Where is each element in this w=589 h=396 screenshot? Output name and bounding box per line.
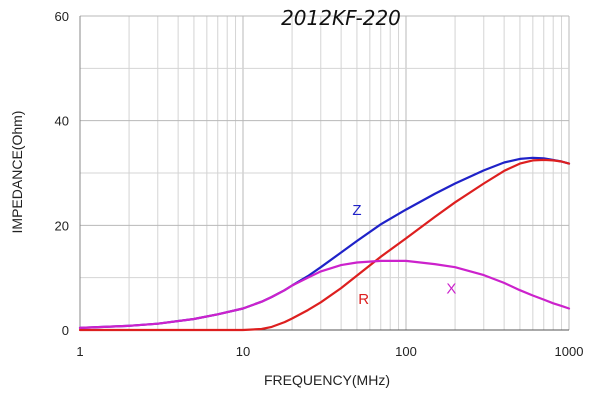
series-label-r: R [358, 291, 369, 308]
x-tick-label: 10 [236, 344, 250, 359]
y-tick-label: 60 [55, 9, 69, 24]
series-label-z: Z [352, 202, 361, 219]
y-tick-label: 20 [55, 218, 69, 233]
y-tick-label: 0 [62, 323, 69, 338]
series-line-x [78, 259, 571, 329]
x-tick-label: 100 [395, 344, 417, 359]
y-tick-label: 40 [55, 114, 69, 129]
y-axis-title: IMPEDANCE(Ohm) [9, 111, 25, 234]
series-label-x: X [446, 280, 456, 297]
series-line-r [78, 158, 571, 332]
series-labels: Z R X [352, 202, 456, 308]
grid-lines [79, 15, 570, 331]
series-line-z [78, 156, 571, 329]
x-tick-label: 1 [76, 344, 83, 359]
x-tick-label: 1000 [555, 344, 584, 359]
tick-labels: 1 10 100 1000 0 20 40 60 [55, 9, 584, 359]
series-lines [78, 156, 571, 332]
chart-title: 2012KF-220 [281, 6, 401, 30]
x-axis-title: FREQUENCY(MHz) [264, 372, 390, 388]
